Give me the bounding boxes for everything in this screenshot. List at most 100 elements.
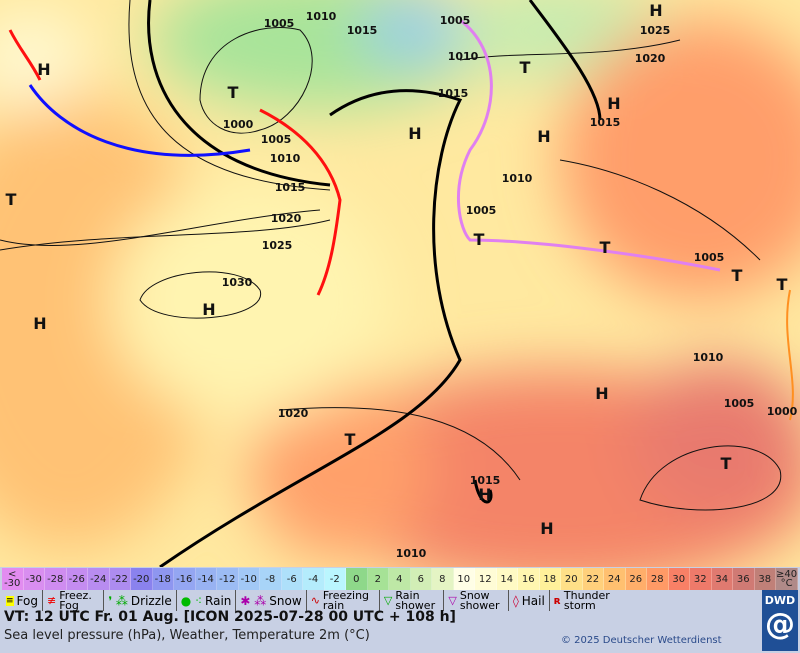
scale-step: 32 [690, 568, 712, 590]
scale-step: 28 [647, 568, 669, 590]
scale-step: 38 [754, 568, 776, 590]
svg-text:H: H [537, 127, 550, 146]
scale-step: ≥40 °C [776, 568, 799, 590]
legend-snow-shower: ▽ Snow shower [444, 590, 509, 611]
scale-step: -18 [152, 568, 174, 590]
svg-text:T: T [520, 58, 531, 77]
svg-text:1015: 1015 [347, 24, 378, 37]
dwd-logo: DWD @ [762, 590, 798, 651]
svg-text:H: H [478, 485, 491, 504]
scale-step: -22 [109, 568, 131, 590]
svg-text:H: H [202, 300, 215, 319]
svg-text:H: H [33, 314, 46, 333]
legend-drizzle: ❜ ⁂ Drizzle [104, 590, 177, 611]
scale-step: 20 [561, 568, 583, 590]
svg-text:T: T [345, 430, 356, 449]
scale-step: 18 [539, 568, 561, 590]
legend-freezing-rain: ∿ Freezing rain [307, 590, 380, 611]
svg-text:T: T [6, 190, 17, 209]
svg-text:1015: 1015 [438, 87, 469, 100]
legend-thunderstorm: ʀ Thunder storm [553, 588, 610, 612]
freezing-fog-icon: ≢ [46, 593, 57, 607]
svg-text:T: T [228, 83, 239, 102]
svg-text:H: H [408, 124, 421, 143]
svg-text:1010: 1010 [306, 10, 337, 23]
scale-step: -4 [303, 568, 325, 590]
scale-step: 8 [432, 568, 454, 590]
weather-legend: ≡ Fog ≢ Freez. Fog ❜ ⁂ Drizzle ● ⁖ Rain ✱ ⁂ S… [2, 590, 758, 611]
legend-freezing-fog: ≢ Freez. Fog [43, 590, 105, 611]
svg-text:1020: 1020 [271, 212, 302, 225]
svg-text:1000: 1000 [767, 405, 798, 418]
pressure-labels: 1005 1010 1015 1005 1025 1010 1020 1015 … [222, 10, 798, 560]
scale-step: < -30 [2, 568, 24, 590]
svg-text:1010: 1010 [396, 547, 427, 560]
svg-text:T: T [474, 230, 485, 249]
valid-time: VT: 12 UTC Fr. 01 Aug. [ICON 2025-07-28 … [4, 609, 456, 625]
svg-text:1005: 1005 [261, 133, 292, 146]
svg-text:1010: 1010 [502, 172, 533, 185]
fog-icon: ≡ [6, 595, 14, 606]
scale-step: -2 [324, 568, 346, 590]
scale-step: 0 [346, 568, 368, 590]
legend-fog: ≡ Fog [2, 590, 43, 611]
svg-text:1005: 1005 [466, 204, 497, 217]
scale-step: 10 [453, 568, 475, 590]
scale-step: -24 [88, 568, 110, 590]
svg-text:1015: 1015 [275, 181, 306, 194]
scale-step: 24 [604, 568, 626, 590]
scale-step: -8 [260, 568, 282, 590]
scale-step: 14 [496, 568, 518, 590]
svg-text:H: H [607, 94, 620, 113]
svg-text:1025: 1025 [262, 239, 293, 252]
svg-text:1015: 1015 [590, 116, 621, 129]
rain-icon: ● ⁖ [180, 593, 203, 608]
scale-step: -16 [174, 568, 196, 590]
svg-text:T: T [777, 275, 788, 294]
temperature-color-scale: < -30 -30 -28 -26 -24 -22 -20 -18 -16 -14 -12 -10 -8… [2, 568, 799, 590]
svg-text:1015: 1015 [470, 474, 501, 487]
svg-text:H: H [649, 1, 662, 20]
weather-map: 1005 1010 1015 1005 1025 1010 1020 1015 … [0, 0, 800, 567]
scale-step: 22 [582, 568, 604, 590]
scale-step: 36 [733, 568, 755, 590]
hail-icon: ◊ [512, 593, 519, 608]
snow-icon: ✱ ⁂ [240, 593, 267, 608]
svg-text:T: T [600, 238, 611, 257]
scale-step: 4 [389, 568, 411, 590]
snow-shower-icon: ▽ [448, 593, 457, 607]
svg-text:1020: 1020 [278, 407, 309, 420]
svg-text:1005: 1005 [694, 251, 725, 264]
scale-step: 16 [518, 568, 540, 590]
scale-step: 30 [668, 568, 690, 590]
scale-step: 26 [625, 568, 647, 590]
svg-text:1020: 1020 [635, 52, 666, 65]
rain-shower-icon: ▽ [383, 593, 393, 607]
svg-text:T: T [721, 454, 732, 473]
map-subtitle: Sea level pressure (hPa), Weather, Tempe… [4, 628, 370, 643]
low-pressure-markers: T T T T T T T T T [6, 58, 788, 473]
svg-text:1025: 1025 [640, 24, 671, 37]
thunderstorm-icon: ʀ [553, 593, 561, 607]
scale-step: -10 [238, 568, 260, 590]
legend-hail: ◊ Hail [509, 590, 550, 611]
svg-text:1000: 1000 [223, 118, 254, 131]
scale-step: -28 [45, 568, 67, 590]
scale-step: 12 [475, 568, 497, 590]
high-pressure-markers: H H H H H H H H H H [33, 1, 662, 538]
scale-step: 34 [711, 568, 733, 590]
swirl-icon: @ [765, 607, 795, 642]
svg-text:1010: 1010 [693, 351, 724, 364]
copyright: © 2025 Deutscher Wetterdienst [561, 635, 722, 646]
svg-text:H: H [37, 60, 50, 79]
scale-step: 6 [410, 568, 432, 590]
legend-snow: ✱ ⁂ Snow [236, 590, 307, 611]
scale-step: -30 [23, 568, 45, 590]
scale-step: -12 [217, 568, 239, 590]
svg-text:H: H [595, 384, 608, 403]
scale-step: -26 [66, 568, 88, 590]
freezing-rain-icon: ∿ [310, 593, 320, 607]
scale-step: -6 [281, 568, 303, 590]
svg-text:1005: 1005 [264, 17, 295, 30]
svg-text:H: H [540, 519, 553, 538]
